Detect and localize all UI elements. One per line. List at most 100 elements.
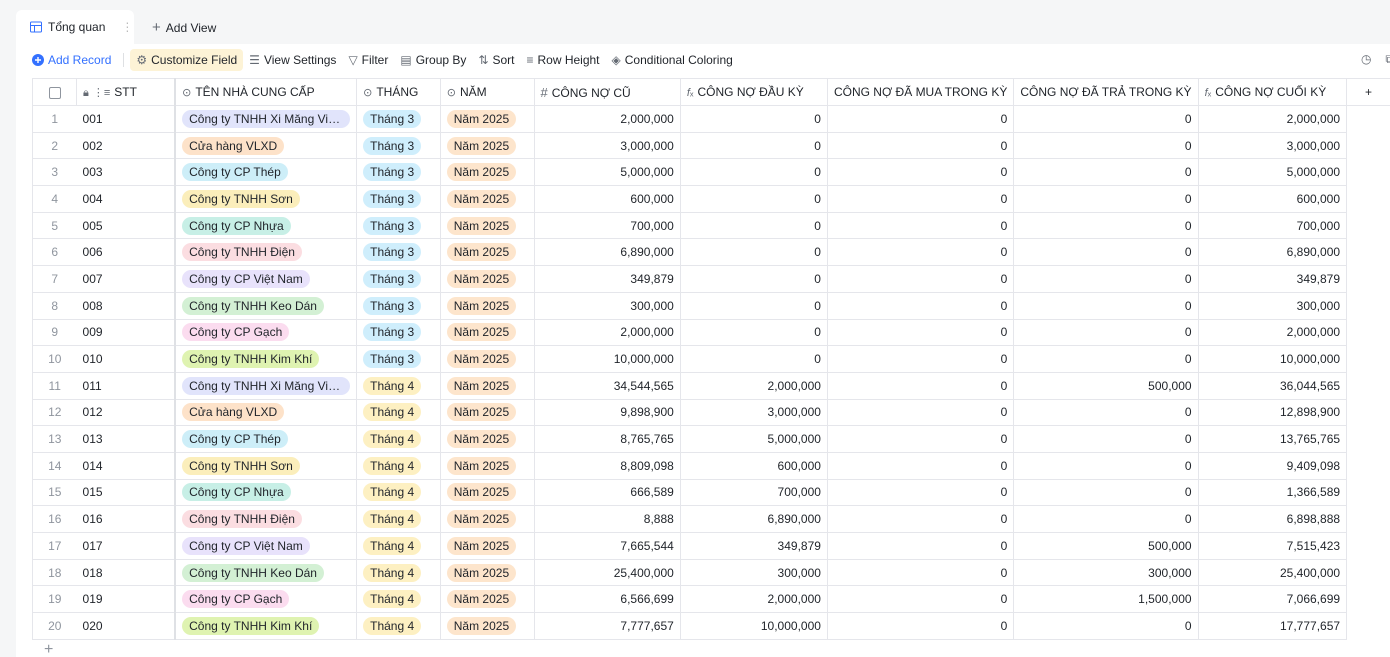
table-row[interactable]: 13 013 Công ty CP Thép Tháng 4 Năm 2025 8,765… bbox=[31, 425, 1390, 453]
month-cell[interactable]: Tháng 4 bbox=[356, 585, 441, 614]
year-cell[interactable]: Năm 2025 bbox=[440, 559, 535, 587]
year-cell[interactable]: Năm 2025 bbox=[440, 372, 535, 400]
month-cell[interactable]: Tháng 3 bbox=[356, 212, 441, 240]
supplier-cell[interactable]: Cửa hàng VLXD bbox=[175, 132, 358, 160]
month-cell[interactable]: Tháng 4 bbox=[356, 479, 441, 507]
add-record-button[interactable]: Add Record bbox=[32, 49, 117, 71]
month-cell[interactable]: Tháng 4 bbox=[356, 532, 441, 560]
year-cell[interactable]: Năm 2025 bbox=[440, 212, 535, 240]
view-settings-button[interactable]: ☰ View Settings bbox=[243, 49, 342, 71]
purchased-cell[interactable]: 0 bbox=[827, 585, 1015, 614]
supplier-cell[interactable]: Công ty CP Nhựa bbox=[175, 212, 358, 240]
stt-cell[interactable]: 017 bbox=[76, 532, 177, 560]
add-row-button[interactable]: + bbox=[44, 641, 53, 657]
purchased-cell[interactable]: 0 bbox=[827, 479, 1015, 507]
paid-cell[interactable]: 0 bbox=[1013, 212, 1199, 240]
paid-cell[interactable]: 500,000 bbox=[1013, 372, 1199, 400]
supplier-cell[interactable]: Công ty TNHH Kim Khí bbox=[175, 612, 358, 640]
column-header-stt[interactable]: 🔒︎ ⋮≡ STT bbox=[76, 78, 177, 106]
stt-cell[interactable]: 020 bbox=[76, 612, 177, 640]
supplier-cell[interactable]: Công ty CP Thép bbox=[175, 425, 358, 453]
year-cell[interactable]: Năm 2025 bbox=[440, 265, 535, 293]
purchased-cell[interactable]: 0 bbox=[827, 292, 1015, 320]
opening-debt-cell[interactable]: 0 bbox=[680, 132, 828, 160]
year-cell[interactable]: Năm 2025 bbox=[440, 505, 535, 533]
year-cell[interactable]: Năm 2025 bbox=[440, 399, 535, 427]
supplier-cell[interactable]: Công ty CP Thép bbox=[175, 158, 358, 187]
supplier-cell[interactable]: Công ty TNHH Kim Khí bbox=[175, 345, 358, 373]
closing-debt-cell[interactable]: 2,000,000 bbox=[1198, 105, 1348, 133]
closing-debt-cell[interactable]: 25,400,000 bbox=[1198, 559, 1348, 587]
supplier-cell[interactable]: Công ty TNHH Sơn bbox=[175, 452, 358, 480]
year-cell[interactable]: Năm 2025 bbox=[440, 238, 535, 267]
year-cell[interactable]: Năm 2025 bbox=[440, 319, 535, 347]
table-row[interactable]: 18 018 Công ty TNHH Keo Dán Tháng 4 Năm 2025… bbox=[31, 559, 1390, 587]
old-debt-cell[interactable]: 34,544,565 bbox=[534, 372, 681, 400]
paid-cell[interactable]: 0 bbox=[1013, 319, 1199, 347]
paid-cell[interactable]: 0 bbox=[1013, 345, 1199, 373]
table-row[interactable]: 7 007 Công ty CP Việt Nam Tháng 3 Năm 2025 34… bbox=[31, 265, 1390, 293]
old-debt-cell[interactable]: 600,000 bbox=[534, 185, 681, 213]
table-row[interactable]: 2 002 Cửa hàng VLXD Tháng 3 Năm 2025 3,000,00… bbox=[31, 132, 1390, 160]
year-cell[interactable]: Năm 2025 bbox=[440, 479, 535, 507]
old-debt-cell[interactable]: 6,566,699 bbox=[534, 585, 681, 614]
stt-cell[interactable]: 005 bbox=[76, 212, 177, 240]
old-debt-cell[interactable]: 8,809,098 bbox=[534, 452, 681, 480]
old-debt-cell[interactable]: 3,000,000 bbox=[534, 132, 681, 160]
opening-debt-cell[interactable]: 349,879 bbox=[680, 532, 828, 560]
purchased-cell[interactable]: 0 bbox=[827, 399, 1015, 427]
stt-cell[interactable]: 010 bbox=[76, 345, 177, 373]
year-cell[interactable]: Năm 2025 bbox=[440, 158, 535, 187]
group-by-button[interactable]: ▤ Group By bbox=[394, 49, 472, 71]
opening-debt-cell[interactable]: 600,000 bbox=[680, 452, 828, 480]
closing-debt-cell[interactable]: 36,044,565 bbox=[1198, 372, 1348, 400]
column-header-year[interactable]: ⊙ NĂM bbox=[440, 78, 535, 106]
table-row[interactable]: 4 004 Công ty TNHH Sơn Tháng 3 Năm 2025 600,0… bbox=[31, 185, 1390, 213]
stt-cell[interactable]: 009 bbox=[76, 319, 177, 347]
stt-cell[interactable]: 012 bbox=[76, 399, 177, 427]
stt-cell[interactable]: 004 bbox=[76, 185, 177, 213]
closing-debt-cell[interactable]: 1,366,589 bbox=[1198, 479, 1348, 507]
old-debt-cell[interactable]: 700,000 bbox=[534, 212, 681, 240]
paid-cell[interactable]: 1,500,000 bbox=[1013, 585, 1199, 614]
month-cell[interactable]: Tháng 4 bbox=[356, 612, 441, 640]
paid-cell[interactable]: 0 bbox=[1013, 185, 1199, 213]
column-header-opening-debt[interactable]: fₓ CÔNG NỢ ĐẦU KỲ bbox=[680, 78, 828, 106]
year-cell[interactable]: Năm 2025 bbox=[440, 132, 535, 160]
paid-cell[interactable]: 0 bbox=[1013, 105, 1199, 133]
sort-button[interactable]: ⇅ Sort bbox=[472, 49, 520, 71]
table-row[interactable]: 8 008 Công ty TNHH Keo Dán Tháng 3 Năm 2025 3… bbox=[31, 292, 1390, 320]
supplier-cell[interactable]: Công ty TNHH Xi Măng Việt... bbox=[175, 372, 358, 400]
table-row[interactable]: 5 005 Công ty CP Nhựa Tháng 3 Năm 2025 700,00… bbox=[31, 212, 1390, 240]
old-debt-cell[interactable]: 7,665,544 bbox=[534, 532, 681, 560]
purchased-cell[interactable]: 0 bbox=[827, 265, 1015, 293]
opening-debt-cell[interactable]: 10,000,000 bbox=[680, 612, 828, 640]
month-cell[interactable]: Tháng 4 bbox=[356, 452, 441, 480]
paid-cell[interactable]: 0 bbox=[1013, 132, 1199, 160]
table-row[interactable]: 10 010 Công ty TNHH Kim Khí Tháng 3 Năm 2025… bbox=[31, 345, 1390, 373]
old-debt-cell[interactable]: 9,898,900 bbox=[534, 399, 681, 427]
row-height-button[interactable]: ≡ Row Height bbox=[520, 49, 605, 71]
opening-debt-cell[interactable]: 5,000,000 bbox=[680, 425, 828, 453]
table-row[interactable]: 9 009 Công ty CP Gạch Tháng 3 Năm 2025 2,000,… bbox=[31, 319, 1390, 347]
paid-cell[interactable]: 500,000 bbox=[1013, 532, 1199, 560]
closing-debt-cell[interactable]: 6,898,888 bbox=[1198, 505, 1348, 533]
month-cell[interactable]: Tháng 3 bbox=[356, 238, 441, 267]
opening-debt-cell[interactable]: 700,000 bbox=[680, 479, 828, 507]
supplier-cell[interactable]: Công ty TNHH Keo Dán bbox=[175, 292, 358, 320]
closing-debt-cell[interactable]: 6,890,000 bbox=[1198, 238, 1348, 267]
year-cell[interactable]: Năm 2025 bbox=[440, 452, 535, 480]
paid-cell[interactable]: 0 bbox=[1013, 158, 1199, 187]
opening-debt-cell[interactable]: 0 bbox=[680, 185, 828, 213]
supplier-cell[interactable]: Công ty TNHH Xi Măng Việt... bbox=[175, 105, 358, 133]
old-debt-cell[interactable]: 2,000,000 bbox=[534, 105, 681, 133]
old-debt-cell[interactable]: 25,400,000 bbox=[534, 559, 681, 587]
stt-cell[interactable]: 006 bbox=[76, 238, 177, 267]
table-row[interactable]: 3 003 Công ty CP Thép Tháng 3 Năm 2025 5,000,… bbox=[31, 158, 1390, 187]
stt-cell[interactable]: 018 bbox=[76, 559, 177, 587]
stt-cell[interactable]: 011 bbox=[76, 372, 177, 400]
purchased-cell[interactable]: 0 bbox=[827, 185, 1015, 213]
stt-cell[interactable]: 015 bbox=[76, 479, 177, 507]
closing-debt-cell[interactable]: 600,000 bbox=[1198, 185, 1348, 213]
purchased-cell[interactable]: 0 bbox=[827, 532, 1015, 560]
